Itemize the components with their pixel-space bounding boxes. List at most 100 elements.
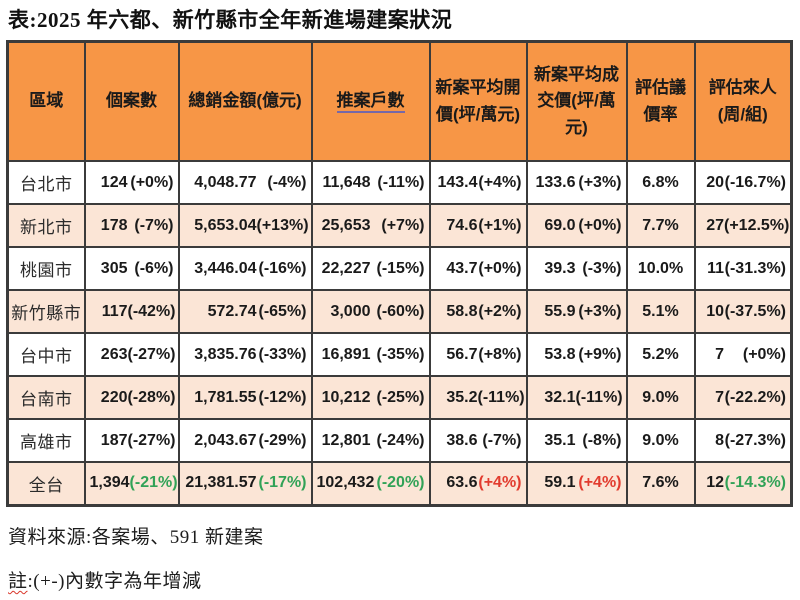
- cell-yoy-change: (+4%): [478, 474, 522, 492]
- cell-value: 21,381.57: [185, 474, 257, 492]
- cell-yoy-change: (+7%): [381, 216, 425, 234]
- value-cell: 117 (-42%): [83, 289, 180, 334]
- value-with-change: 10,212 (-25%): [314, 389, 428, 407]
- value-with-change: 74.6 (+1%): [432, 217, 525, 235]
- value-with-change: 124 (+0%): [87, 173, 177, 192]
- value-cell: 10,212 (-25%): [310, 375, 431, 420]
- value-cell: 10.0%: [625, 246, 696, 291]
- cell-value: 102,432: [316, 474, 375, 492]
- cell-value: 8: [715, 431, 724, 449]
- cell-yoy-change: (+4%): [578, 474, 622, 492]
- header-row: 區域 個案數 總銷金額(億元) 推案戶數 新案平均開價(坪/萬元) 新案平均成交價(坪/萬…: [6, 40, 793, 162]
- value-cell: 9.0%: [625, 375, 696, 420]
- cell-value: 12: [706, 474, 724, 492]
- value-cell: 305 (-6%): [83, 246, 180, 291]
- cell-value: 35.2: [446, 388, 478, 406]
- cell-value: 220: [100, 388, 128, 406]
- value-cell: 3,000 (-60%): [310, 289, 431, 334]
- value-with-change: 1,394 (-21%): [87, 474, 177, 492]
- cell-yoy-change: (-3%): [582, 259, 622, 277]
- cell-value: 10: [706, 302, 724, 320]
- value-cell: 178 (-7%): [83, 203, 180, 248]
- value-with-change: 20 (-16.7%): [697, 173, 790, 192]
- cell-yoy-change: (-20%): [376, 474, 425, 492]
- value-with-change: 3,835.76 (-33%): [181, 345, 310, 364]
- cell-yoy-change: (-15%): [376, 259, 425, 277]
- region-cell: 高雄市: [6, 418, 86, 463]
- table-row: 新北市 178 (-7%) 5,653.04 (+13%) 25,653 (+7%) 74.6…: [6, 203, 793, 248]
- column-header-label: 總銷金額(億元): [188, 91, 302, 111]
- cell-yoy-change: (+0%): [478, 259, 522, 277]
- column-header-label: 新案平均開價(坪/萬元): [435, 78, 521, 124]
- cell-yoy-change: (-28%): [127, 388, 176, 406]
- value-with-change: 187 (-27%): [87, 431, 177, 450]
- region-cell: 台南市: [6, 375, 86, 420]
- value-cell: 133.6 (+3%): [525, 160, 628, 205]
- cell-yoy-change: (-6%): [134, 259, 174, 277]
- value-cell: 7 (-22.2%): [693, 375, 793, 420]
- cell-value: 20: [706, 173, 724, 191]
- cell-value: 572.74: [207, 302, 257, 320]
- cell-yoy-change: (+8%): [478, 345, 522, 363]
- value-cell: 7 (+0%): [693, 332, 793, 377]
- cell-value: 55.9: [544, 302, 576, 320]
- column-header-label: 個案數: [106, 91, 157, 111]
- value-cell: 9.0%: [625, 418, 696, 463]
- column-header: 總銷金額(億元): [177, 40, 313, 162]
- value-with-change: 220 (-28%): [87, 388, 177, 407]
- cell-value: 143.4: [437, 173, 478, 191]
- value-cell: 124 (+0%): [83, 160, 180, 205]
- value-with-change: 2,043.67 (-29%): [181, 431, 310, 450]
- cell-value: 124: [100, 173, 128, 191]
- cell-yoy-change: (-17%): [258, 474, 307, 492]
- cell-value: 3,835.76: [194, 345, 257, 363]
- table-row: 高雄市 187 (-27%) 2,043.67 (-29%) 12,801 (-24%) 38…: [6, 418, 793, 463]
- cell-yoy-change: (-11%): [477, 388, 525, 406]
- column-header-label: 推案戶數: [336, 91, 405, 114]
- value-with-change: 1,781.55 (-12%): [181, 388, 310, 407]
- cell-yoy-change: (-27.3%): [724, 431, 786, 449]
- value-cell: 3,446.04 (-16%): [177, 246, 313, 291]
- cell-value: 69.0: [544, 216, 576, 234]
- region-cell: 桃園市: [6, 246, 86, 291]
- table-row: 台南市 220 (-28%) 1,781.55 (-12%) 10,212 (-25%) 35…: [6, 375, 793, 420]
- table-row: 台北市 124 (+0%) 4,048.77 (-4%) 11,648 (-11%) 143.…: [6, 160, 793, 205]
- value-with-change: 25,653 (+7%): [314, 216, 428, 235]
- cell-value: 305: [100, 259, 128, 277]
- value-with-change: 263 (-27%): [87, 346, 177, 364]
- value-with-change: 11,648 (-11%): [314, 174, 428, 192]
- column-header-link[interactable]: 推案戶數: [310, 40, 431, 162]
- cell-yoy-change: (-29%): [258, 431, 307, 449]
- value-cell: 11 (-31.3%): [693, 246, 793, 291]
- cell-yoy-change: (-11%): [575, 388, 623, 406]
- column-header: 個案數: [83, 40, 180, 162]
- value-with-change: 117 (-42%): [87, 303, 177, 321]
- table-title: 表:2025 年六都、新竹縣市全年新進場建案狀況: [8, 8, 453, 32]
- value-cell: 16,891 (-35%): [310, 332, 431, 377]
- cell-yoy-change: (+2%): [478, 302, 522, 320]
- table-row-total: 全台 1,394 (-21%) 21,381.57 (-17%) 102,432 (-20%…: [6, 461, 793, 506]
- column-header: 新案平均開價(坪/萬元): [428, 40, 528, 162]
- value-with-change: 22,227 (-15%): [314, 259, 428, 278]
- table-row: 桃園市 305 (-6%) 3,446.04 (-16%) 22,227 (-15%) 43.…: [6, 246, 793, 291]
- value-cell: 35.2 (-11%): [428, 375, 528, 420]
- cell-yoy-change: (-12%): [258, 388, 307, 406]
- cell-value: 3,446.04: [194, 259, 257, 277]
- value-with-change: 7 (+0%): [697, 346, 790, 364]
- value-cell: 102,432 (-20%): [310, 461, 431, 506]
- column-header-label: 新案平均成交價(坪/萬元): [534, 64, 619, 137]
- value-cell: 3,835.76 (-33%): [177, 332, 313, 377]
- value-with-change: 133.6 (+3%): [529, 174, 625, 192]
- legend-note: 註:(+-)內數字為年增減: [8, 566, 202, 593]
- value-with-change: 143.4 (+4%): [432, 173, 525, 192]
- value-cell: 1,394 (-21%): [83, 461, 180, 506]
- value-with-change: 56.7 (+8%): [432, 345, 525, 364]
- cell-yoy-change: (-16%): [258, 259, 307, 277]
- value-cell: 35.1 (-8%): [525, 418, 628, 463]
- value-cell: 56.7 (+8%): [428, 332, 528, 377]
- cell-value: 5,653.04: [194, 216, 257, 234]
- cell-value: 187: [100, 431, 128, 449]
- cell-yoy-change: (+12.5%): [724, 216, 790, 234]
- region-cell: 全台: [6, 461, 86, 506]
- cell-value: 12,801: [321, 431, 371, 449]
